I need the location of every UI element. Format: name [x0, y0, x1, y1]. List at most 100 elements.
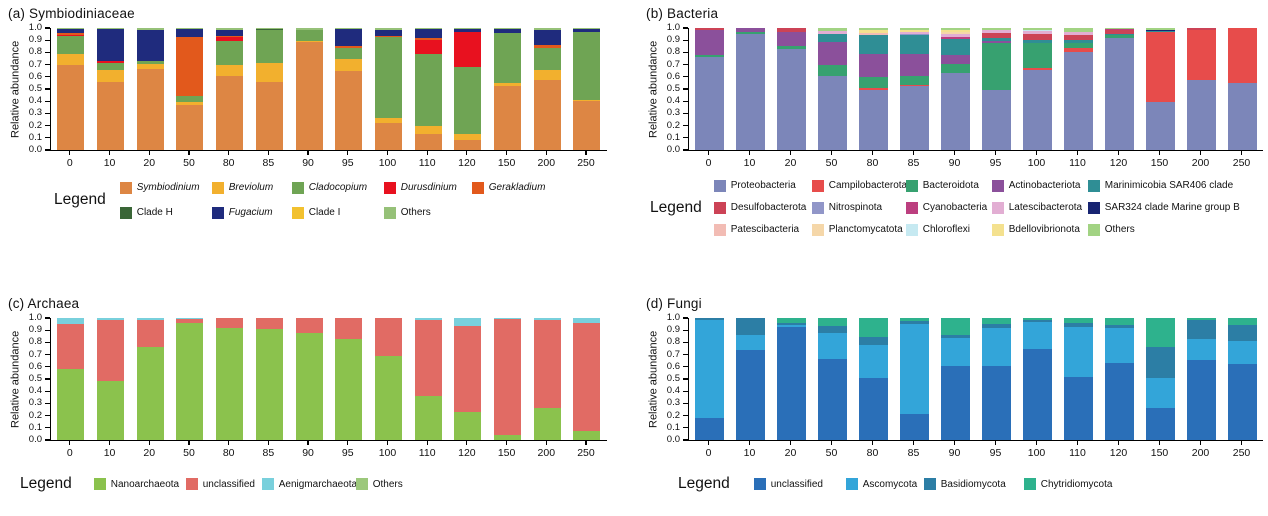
- bar-c-20: [136, 318, 164, 440]
- segment-ascomycota: [1228, 340, 1257, 365]
- segment-chytridiomycota: [941, 318, 970, 335]
- legend-item-sar324-clade-marine-group-b: SAR324 clade Marine group B: [1087, 201, 1240, 214]
- segment-breviolum: [57, 54, 85, 65]
- segment-breviolum: [573, 99, 601, 102]
- segment-chytridiomycota: [1023, 318, 1052, 321]
- segment-basidiomycota: [859, 336, 888, 346]
- segment-unclassified: [57, 323, 85, 369]
- legend-label: Nanoarchaeota: [110, 478, 180, 490]
- y-tick-label: 0.9: [666, 34, 680, 46]
- segment-unclassified: [255, 318, 283, 329]
- legend-item-campilobacterota: Campilobacterota: [811, 179, 907, 192]
- legend-label: Patescibacteria: [730, 224, 800, 235]
- segment-campilobacterota: [982, 89, 1011, 91]
- segment-actinobacteriota: [900, 53, 929, 76]
- legend: Legend Symbiodinium Breviolum Cladocopium D…: [54, 181, 622, 219]
- segment-others: [494, 28, 522, 30]
- segment-unclassified: [777, 326, 806, 440]
- segment-breviolum: [533, 69, 561, 80]
- bar-b-85: [900, 28, 929, 150]
- y-tick-label: 0.6: [666, 360, 680, 372]
- legend-swatch: [185, 478, 198, 490]
- segment-unclassified: [533, 319, 561, 409]
- segment-unclassified: [1064, 376, 1093, 440]
- y-tick-mark: [683, 329, 688, 331]
- segment-breviolum: [494, 82, 522, 86]
- segment-chytridiomycota: [1187, 318, 1216, 320]
- legend-items: Proteobacteria Campilobacterota Bacteroido…: [713, 179, 1240, 236]
- x-tick-label: 110: [414, 151, 441, 169]
- segment-others: [335, 28, 363, 30]
- segment-nanoarchaeota: [295, 332, 323, 440]
- x-tick-label: 95: [334, 441, 361, 459]
- segment-gerakladium: [57, 32, 85, 36]
- y-axis: 0.0 0.1 0.2 0.3 0.4 0.5 0.6 0.7 0.8 0.9 1.0: [23, 23, 50, 155]
- segment-actinobacteriota: [777, 32, 806, 47]
- legend-label: Others: [400, 207, 431, 218]
- segment-marinimicobia-sar406-clade: [859, 34, 888, 54]
- segment-proteobacteria: [941, 72, 970, 150]
- segment-gerakladium: [374, 35, 402, 38]
- bar-a-95: [335, 28, 363, 150]
- chart-bacteria: Relative abundance 0.0 0.1 0.2 0.3 0.4 0.5 0.6…: [646, 23, 1266, 169]
- segment-proteobacteria: [1187, 79, 1216, 150]
- segment-chytridiomycota: [982, 318, 1011, 325]
- y-tick-label: 0.5: [28, 83, 42, 94]
- segment-others: [1146, 28, 1175, 30]
- segment-bacteroidota: [695, 54, 724, 57]
- segment-fugacium: [57, 29, 85, 33]
- segment-ascomycota: [736, 335, 765, 350]
- y-tick-label: 0.9: [28, 34, 42, 46]
- legend-title: Legend: [54, 191, 106, 208]
- x-tick-label: 50: [175, 151, 202, 169]
- segment-others: [216, 28, 244, 30]
- segment-marinimicobia-sar406-clade: [941, 39, 970, 55]
- legend-swatch: [355, 478, 368, 490]
- x-axis: 0 10 20 50 80 85 90 95 100 110 120 150 200 250: [688, 151, 1262, 169]
- x-axis: 0 10 20 50 80 85 90 95 100 110 120 150 200 250: [688, 441, 1262, 459]
- segment-cladocopium: [335, 47, 363, 60]
- legend-swatch: [991, 223, 1004, 236]
- y-tick-label: 0.6: [28, 70, 42, 82]
- segment-chytridiomycota: [1146, 318, 1175, 347]
- legend-item-unclassified: unclassified: [185, 478, 262, 491]
- segment-gerakladium: [176, 37, 204, 97]
- plot-wrap: 0 10 20 50 80 85 90 95 100 110 120 150 200 250: [688, 318, 1263, 459]
- y-tick-label: 0.9: [28, 324, 42, 336]
- y-tick-label: 0.3: [28, 107, 42, 119]
- segment-basidiomycota: [1064, 322, 1093, 327]
- segment-nanoarchaeota: [335, 338, 363, 440]
- legend-swatch: [845, 478, 858, 490]
- segment-symbiodinium: [374, 123, 402, 150]
- legend-label: Gerakladium: [488, 182, 546, 193]
- segment-ascomycota: [818, 333, 847, 360]
- bars: [689, 28, 1263, 150]
- segment-proteobacteria: [818, 75, 847, 150]
- segment-unclassified: [818, 359, 847, 440]
- segment-campilobacterota: [1187, 29, 1216, 80]
- bar-b-90: [941, 28, 970, 150]
- segment-sar324-clade-marine-group-b: [1146, 29, 1175, 32]
- segment-campilobacterota: [859, 88, 888, 90]
- segment-bacteroidota: [1023, 43, 1052, 69]
- segment-marinimicobia-sar406-clade: [982, 37, 1011, 41]
- y-tick-label: 0.0: [666, 144, 680, 155]
- segment-ascomycota: [1023, 322, 1052, 350]
- segment-aenigmarchaeota: [414, 318, 442, 321]
- bars: [689, 318, 1263, 440]
- y-tick-mark: [683, 137, 688, 139]
- segment-ascomycota: [1064, 326, 1093, 377]
- x-tick-label: 80: [858, 441, 887, 459]
- legend-item-others: Others: [355, 478, 403, 491]
- y-tick-mark: [683, 27, 688, 29]
- panel-title: (a) Symbiodiniaceae: [8, 6, 135, 21]
- x-tick-label: 90: [295, 151, 322, 169]
- segment-symbiodinium: [533, 79, 561, 150]
- y-tick-label: 1.0: [28, 22, 42, 33]
- segment-basidiomycota: [1105, 325, 1134, 329]
- segment-unclassified: [335, 318, 363, 339]
- y-tick-mark: [45, 51, 50, 53]
- segment-fugacium: [136, 29, 164, 61]
- segment-unclassified: [136, 320, 164, 347]
- legend-label: Basidiomycota: [940, 478, 1006, 490]
